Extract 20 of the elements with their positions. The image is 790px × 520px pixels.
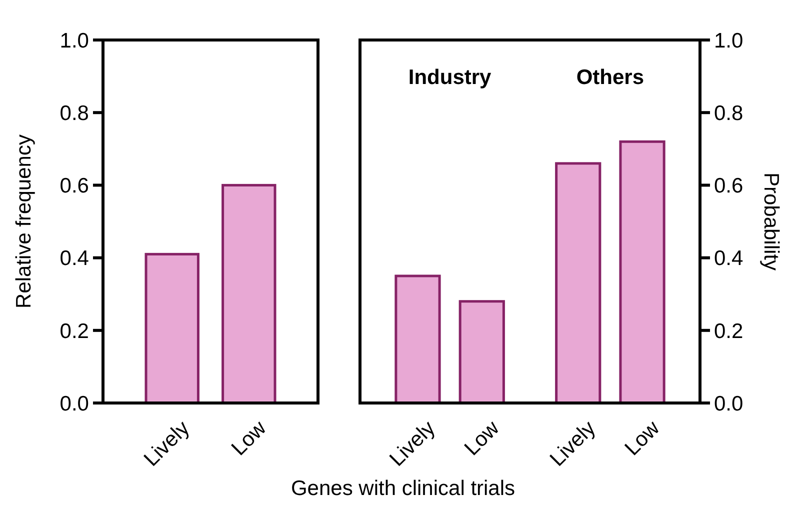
y-tick-label: 0.2 <box>60 320 89 343</box>
y-tick-label: 0.8 <box>60 102 89 125</box>
y2-tick-label: 0.8 <box>714 102 744 125</box>
x-tick-label: Low <box>227 416 272 460</box>
x-tick-label: Low <box>620 416 665 460</box>
y2-axis-title: Probability <box>760 172 783 272</box>
y-tick-label: 1.0 <box>60 29 89 52</box>
annotation: Others <box>576 66 644 89</box>
x-axis-title: Genes with clinical trials <box>290 477 516 500</box>
y2-tick-label: 0.2 <box>714 320 744 343</box>
y-axis-title: Relative frequency <box>12 134 36 308</box>
x-tick-label: Low <box>460 416 504 460</box>
annotation: Industry <box>408 66 492 89</box>
y2-tick-label: 0.6 <box>714 174 744 198</box>
y2-tick-label: 0.4 <box>714 247 744 270</box>
y-tick-label: 0.4 <box>60 247 90 270</box>
y-tick-label: 0.6 <box>60 174 89 198</box>
y-tick-label: 0.0 <box>60 392 89 416</box>
y2-tick-label: 1.0 <box>714 29 744 52</box>
y2-tick-label: 0.0 <box>714 392 744 416</box>
